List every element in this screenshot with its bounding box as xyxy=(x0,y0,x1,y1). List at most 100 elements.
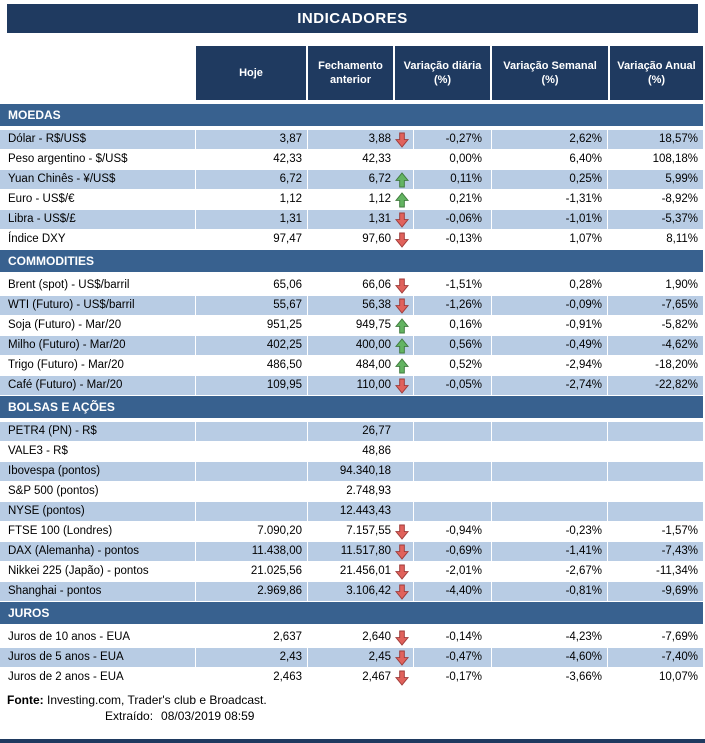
cell-variacao-anual: -1,57% xyxy=(661,525,698,537)
cell-fechamento: 11.517,80 xyxy=(340,545,391,557)
column-header-row: Hoje Fechamento anterior Variação diária… xyxy=(0,46,705,100)
cell-hoje: 2,43 xyxy=(196,648,308,667)
row-label: Juros de 10 anos - EUA xyxy=(0,628,196,647)
cell-fechamento-wrap: 21.456,01 xyxy=(308,562,414,581)
cell-fechamento: 484,00 xyxy=(355,359,391,371)
table-row: WTI (Futuro) - US$/barril 55,67 56,38 -1… xyxy=(0,296,703,316)
cell-variacao-semanal xyxy=(492,442,608,461)
cell-hoje: 97,47 xyxy=(196,230,308,249)
cell-variacao-semanal: -4,23% xyxy=(492,628,608,647)
cell-variacao-anual: -7,69% xyxy=(661,631,698,643)
cell-fechamento: 1,12 xyxy=(368,193,391,205)
cell-fechamento-wrap: 400,00 xyxy=(308,336,414,355)
cell-variacao-diaria xyxy=(414,462,492,481)
up-arrow-icon xyxy=(391,170,413,189)
column-header-fechamento-anterior: Fechamento anterior xyxy=(308,46,393,100)
cell-variacao-diaria: 0,00% xyxy=(414,150,492,169)
cell-variacao-diaria: -1,51% xyxy=(414,276,492,295)
cell-hoje: 109,95 xyxy=(196,376,308,395)
cell-fechamento-wrap: 56,38 xyxy=(308,296,414,315)
column-header-variacao-semanal: Variação Semanal (%) xyxy=(492,46,608,100)
row-label: Shanghai - pontos xyxy=(0,582,196,601)
source-note: Fonte: Investing.com, Trader's club e Br… xyxy=(0,691,705,709)
cell-hoje: 2.969,86 xyxy=(196,582,308,601)
cell-variacao-diaria: -0,47% xyxy=(414,648,492,667)
cell-variacao-anual: 1,90% xyxy=(665,279,698,291)
cell-variacao-anual: 18,57% xyxy=(658,133,698,145)
cell-variacao-diaria xyxy=(414,482,492,501)
cell-variacao-semanal: -0,09% xyxy=(492,296,608,315)
down-arrow-icon xyxy=(391,628,413,647)
cell-variacao-anual: -7,65% xyxy=(661,299,698,311)
cell-hoje: 7.090,20 xyxy=(196,522,308,541)
cell-fechamento: 110,00 xyxy=(356,379,391,391)
column-header-variacao-diaria: Variação diária (%) xyxy=(395,46,490,100)
up-arrow-icon xyxy=(391,190,413,209)
cell-variacao-diaria: -0,13% xyxy=(414,230,492,249)
cell-hoje xyxy=(196,422,308,441)
table-row: VALE3 - R$ 48,86 xyxy=(0,442,703,462)
section-rows-moedas: Dólar - R$/US$ 3,87 3,88 -0,27% 2,62% 18… xyxy=(0,130,703,250)
row-label: Índice DXY xyxy=(0,230,196,249)
row-label: Dólar - R$/US$ xyxy=(0,130,196,149)
cell-variacao-diaria: -0,14% xyxy=(414,628,492,647)
cell-variacao-anual xyxy=(608,502,703,521)
arrow-slot xyxy=(391,422,413,441)
cell-fechamento-wrap: 2,467 xyxy=(308,668,414,687)
cell-variacao-anual xyxy=(608,482,703,501)
cell-fechamento: 6,72 xyxy=(368,173,391,185)
column-header-hoje: Hoje xyxy=(196,46,306,100)
cell-variacao-semanal: -2,74% xyxy=(492,376,608,395)
cell-variacao-diaria: 0,52% xyxy=(414,356,492,375)
cell-fechamento: 949,75 xyxy=(355,319,391,331)
cell-variacao-anual xyxy=(608,442,703,461)
cell-fechamento-wrap: 1,31 xyxy=(308,210,414,229)
cell-hoje: 2,637 xyxy=(196,628,308,647)
cell-variacao-anual: -5,82% xyxy=(661,319,698,331)
down-arrow-icon xyxy=(391,542,413,561)
down-arrow-icon xyxy=(391,296,413,315)
table-row: Ibovespa (pontos) 94.340,18 xyxy=(0,462,703,482)
cell-variacao-diaria: -0,06% xyxy=(414,210,492,229)
section-rows-juros: Juros de 10 anos - EUA 2,637 2,640 -0,14… xyxy=(0,628,703,688)
row-label: WTI (Futuro) - US$/barril xyxy=(0,296,196,315)
table-row: Juros de 10 anos - EUA 2,637 2,640 -0,14… xyxy=(0,628,703,648)
cell-fechamento: 1,31 xyxy=(368,213,391,225)
table-row: Nikkei 225 (Japão) - pontos 21.025,56 21… xyxy=(0,562,703,582)
cell-variacao-diaria: 0,11% xyxy=(414,170,492,189)
arrow-slot xyxy=(391,150,413,169)
cell-variacao-diaria xyxy=(414,502,492,521)
row-label: Euro - US$/€ xyxy=(0,190,196,209)
cell-variacao-anual: 10,07% xyxy=(658,671,698,683)
up-arrow-icon xyxy=(391,356,413,375)
row-label: Juros de 5 anos - EUA xyxy=(0,648,196,667)
cell-variacao-anual: -7,40% xyxy=(661,651,698,663)
row-label: VALE3 - R$ xyxy=(0,442,196,461)
cell-fechamento: 26,77 xyxy=(362,425,391,437)
cell-variacao-diaria xyxy=(414,442,492,461)
cell-variacao-semanal: 6,40% xyxy=(492,150,608,169)
arrow-slot xyxy=(391,442,413,461)
table-row: Juros de 2 anos - EUA 2,463 2,467 -0,17%… xyxy=(0,668,703,688)
arrow-slot xyxy=(391,462,413,481)
table-row: Dólar - R$/US$ 3,87 3,88 -0,27% 2,62% 18… xyxy=(0,130,703,150)
table-row: Soja (Futuro) - Mar/20 951,25 949,75 0,1… xyxy=(0,316,703,336)
cell-fechamento: 48,86 xyxy=(362,445,391,457)
cell-fechamento-wrap: 2,45 xyxy=(308,648,414,667)
cell-fechamento: 3,88 xyxy=(368,133,391,145)
cell-fechamento-wrap: 6,72 xyxy=(308,170,414,189)
cell-variacao-diaria xyxy=(414,422,492,441)
down-arrow-icon xyxy=(391,130,413,149)
cell-hoje: 486,50 xyxy=(196,356,308,375)
section-header-commodities: COMMODITIES xyxy=(0,250,703,272)
table-row: FTSE 100 (Londres) 7.090,20 7.157,55 -0,… xyxy=(0,522,703,542)
down-arrow-icon xyxy=(391,230,413,249)
cell-fechamento-wrap: 2,640 xyxy=(308,628,414,647)
section-header-bolsas-e-acoes: BOLSAS E AÇÕES xyxy=(0,396,703,418)
table-row: Juros de 5 anos - EUA 2,43 2,45 -0,47% -… xyxy=(0,648,703,668)
row-label: Brent (spot) - US$/barril xyxy=(0,276,196,295)
cell-hoje: 3,87 xyxy=(196,130,308,149)
cell-fechamento-wrap: 48,86 xyxy=(308,442,414,461)
row-label: Trigo (Futuro) - Mar/20 xyxy=(0,356,196,375)
